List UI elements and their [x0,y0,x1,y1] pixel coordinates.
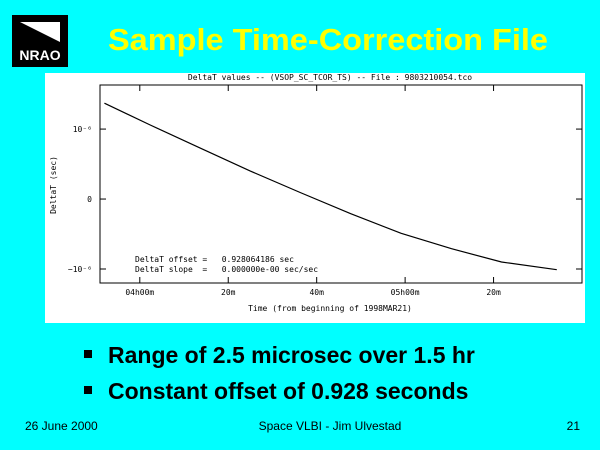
chart-title: DeltaT values -- (VSOP_SC_TCOR_TS) -- Fi… [188,73,472,82]
plot-frame [99,84,583,284]
footer-center: Space VLBI - Jim Ulvestad [259,419,402,433]
x-tick-label: 40m [309,288,324,297]
x-tick-label: 05h00m [391,288,420,297]
bullet-square [84,386,92,394]
annotation: DeltaT slope = 0.000000e-00 sec/sec [135,265,318,274]
x-axis-label: Time (from beginning of 1998MAR21) [248,304,412,313]
x-tick-label: 20m [486,288,501,297]
bullet-square [84,350,92,358]
footer-page: 21 [567,419,581,433]
y-tick-label: 10⁻⁶ [73,125,92,134]
annotation: DeltaT offset = 0.928064186 sec [135,255,294,264]
logo-mark [20,22,60,42]
y-axis-label: DeltaT (sec) [49,156,58,214]
chart-image [45,73,585,323]
footer-date: 26 June 2000 [25,419,98,433]
x-tick-label: 20m [221,288,236,297]
y-tick-label: 0 [87,195,92,204]
y-tick-label: −10⁻⁶ [68,265,92,274]
logo-text: NRAO [19,47,60,63]
bullet-text: Range of 2.5 microsec over 1.5 hr [108,342,475,368]
x-tick-label: 04h00m [125,288,154,297]
data-line [104,102,557,271]
slide-title: Sample Time-Correction File [108,22,548,57]
bullet-text: Constant offset of 0.928 seconds [108,378,468,404]
